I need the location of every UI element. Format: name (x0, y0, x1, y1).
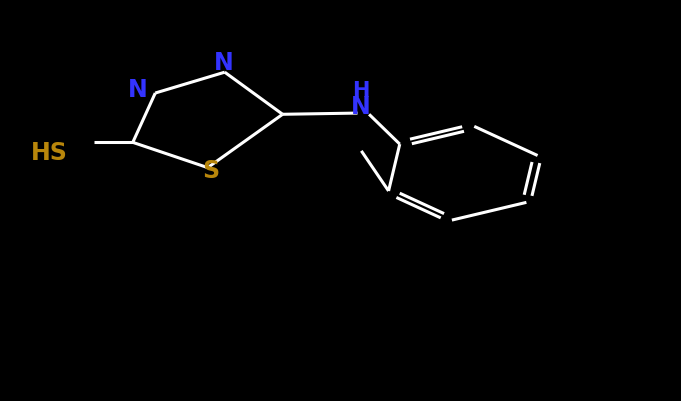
Text: HS: HS (31, 141, 67, 165)
Text: S: S (202, 159, 220, 183)
Text: N: N (213, 51, 234, 75)
Text: N: N (128, 78, 148, 102)
Text: H: H (352, 81, 370, 101)
Text: N: N (351, 95, 371, 119)
